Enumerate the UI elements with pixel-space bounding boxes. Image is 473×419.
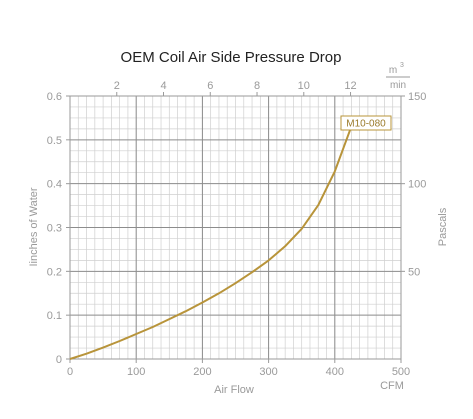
- y2-axis-label: Pascals: [437, 207, 449, 246]
- top-unit-denominator: min: [390, 80, 406, 91]
- grid: [69, 95, 402, 360]
- x-tick-label: 200: [193, 366, 211, 378]
- x2-tick-label: 12: [344, 80, 356, 92]
- y-tick-label: 0.4: [47, 179, 62, 191]
- chart-title: OEM Coil Air Side Pressure Drop: [121, 49, 342, 66]
- x2-tick-label: 2: [114, 80, 120, 92]
- top-axis-unit: m 3 min: [386, 62, 410, 91]
- y2-tick-label: 150: [408, 91, 426, 103]
- y2-tick-label: 100: [408, 179, 426, 191]
- top-unit-numerator: m: [389, 65, 397, 76]
- x2-tick-label: 4: [160, 80, 166, 92]
- series-label-text: M10-080: [346, 119, 386, 130]
- x-axis-label: Air Flow: [214, 384, 254, 396]
- y-tick-label: 0.2: [47, 266, 62, 278]
- series-label-tag: M10-080: [340, 115, 392, 131]
- y-axis-label: Iinches of Water: [28, 187, 40, 266]
- series-label-box: [340, 115, 392, 131]
- x-tick-label: 300: [259, 366, 277, 378]
- y-tick-label: 0.5: [47, 135, 62, 147]
- series-line-m10-080: [69, 126, 353, 360]
- y-tick-label: 0.3: [47, 223, 62, 235]
- series-layer: M10-080: [69, 115, 392, 360]
- x2-tick-label: 8: [254, 80, 260, 92]
- y-tick-label: 0.6: [47, 91, 62, 103]
- x-tick-label: 500: [392, 366, 410, 378]
- x-tick-label: 100: [127, 366, 145, 378]
- x2-tick-label: 10: [298, 80, 310, 92]
- tick-labels: 0 100 200 300 400 500 0 0.1 0.2 0.3 0.4 0.5 0.6 50 100…: [47, 80, 427, 378]
- x-tick-label: 0: [67, 366, 73, 378]
- x-tick-label: 400: [326, 366, 344, 378]
- y-tick-label: 0.1: [47, 310, 62, 322]
- y-tick-label: 0: [56, 354, 62, 366]
- top-unit-superscript: 3: [400, 62, 404, 69]
- y2-tick-label: 50: [408, 266, 420, 278]
- x-axis-unit: CFM: [380, 380, 404, 392]
- x2-tick-label: 6: [207, 80, 213, 92]
